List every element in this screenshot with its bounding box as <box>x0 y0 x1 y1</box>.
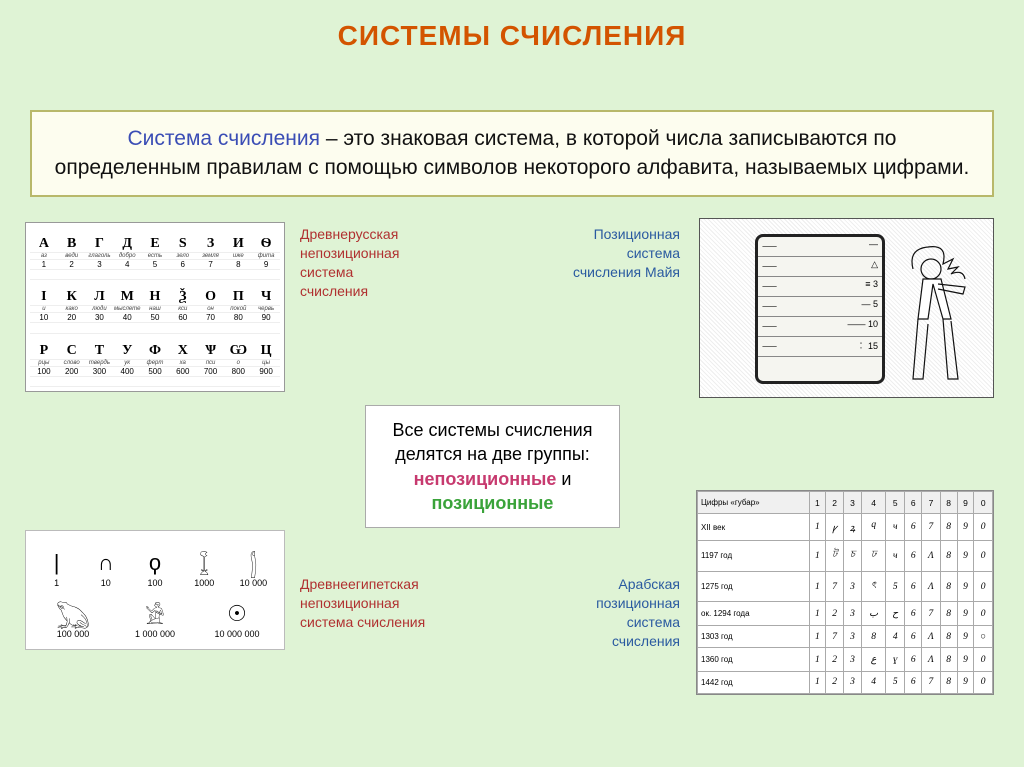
caption-oldrus: Древнерусская непозиционная система счис… <box>300 225 420 301</box>
definition-box: Система счисления – это знаковая система… <box>30 110 994 197</box>
classification-box: Все системы счисления делятся на две гру… <box>365 405 620 528</box>
classification-text: Все системы счисления делятся на две гру… <box>393 420 593 464</box>
caption-egypt: Древнеегипетская непозиционная система с… <box>300 575 435 632</box>
egypt-table: |1∩10ϙ100𓆼1000𓂭10 000 𓆏100 000𓀀1 000 000… <box>25 530 285 650</box>
caption-maya: Позиционная система счисления Майя <box>570 225 680 282</box>
word-nonpositional: непозиционные <box>414 469 557 489</box>
page-title: СИСТЕМЫ СЧИСЛЕНИЯ <box>0 20 1024 52</box>
maya-illustration: ⸺—⸺△⸺≡ 3⸺— 5⸺—— 10⸺︰ 15 <box>699 218 994 398</box>
old-russian-table: Ааз1Введи2Гглаголь3Ддобро4Еесть5Ѕзело6Зз… <box>25 222 285 392</box>
definition-term: Система счисления <box>128 127 320 150</box>
caption-arab: Арабская позиционная система счисления <box>570 575 680 651</box>
word-and: и <box>556 469 571 489</box>
slide: СИСТЕМЫ СЧИСЛЕНИЯ Система счисления – эт… <box>0 0 1024 767</box>
arab-table: Цифры «губар»1234567890XII век1ꝩꝝϥч67890… <box>696 490 994 695</box>
word-positional: позиционные <box>432 493 554 513</box>
